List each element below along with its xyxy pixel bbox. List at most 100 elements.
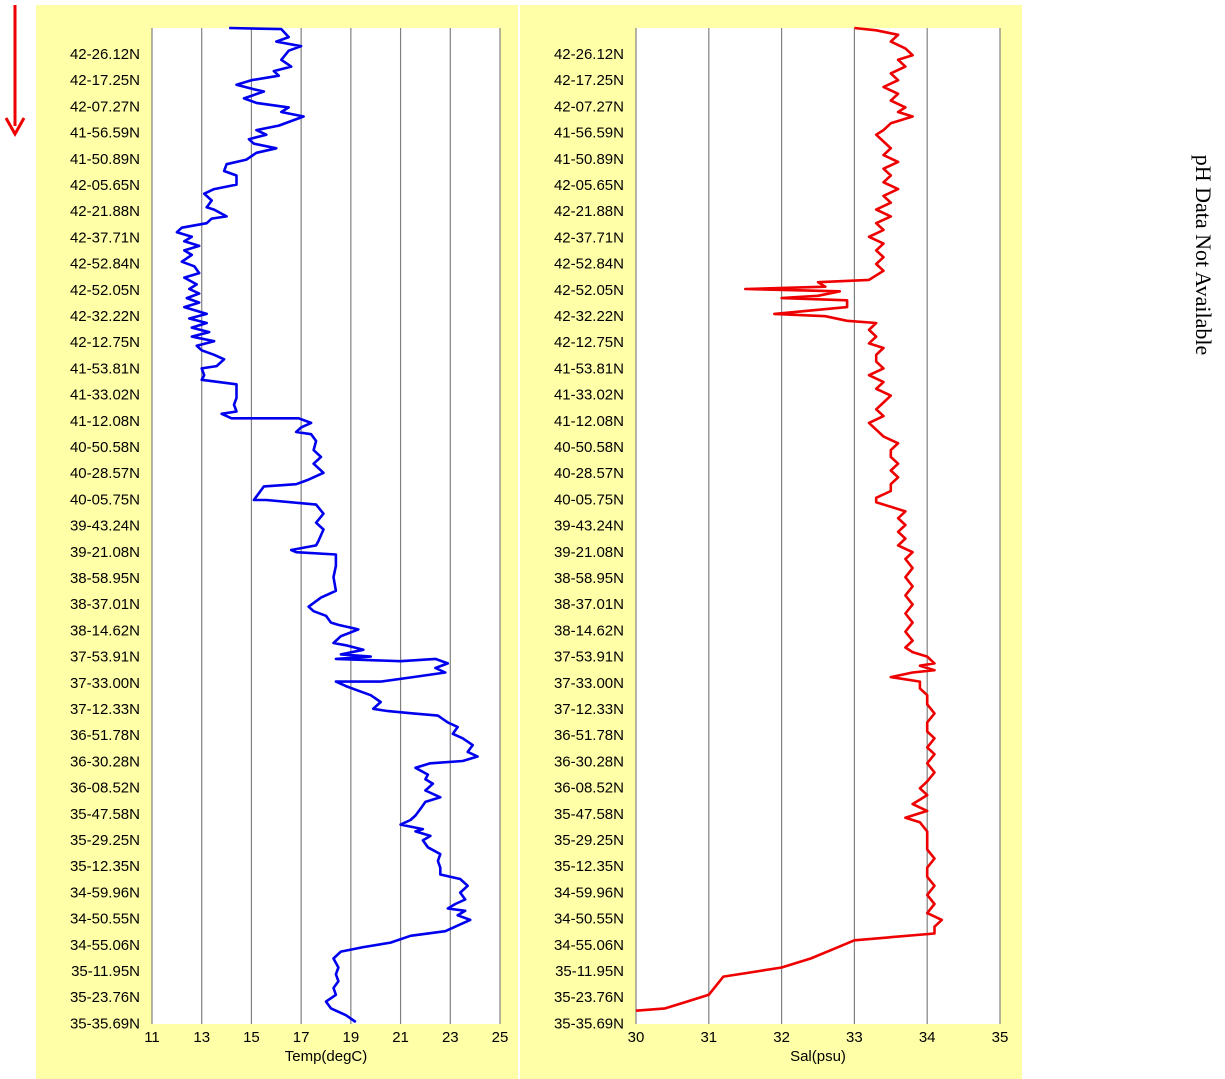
temp-y-tick-label: 41-53.81N bbox=[70, 360, 140, 377]
sal-y-tick-label: 35-35.69N bbox=[554, 1015, 624, 1032]
sal-y-tick-label: 37-33.00N bbox=[554, 675, 624, 692]
sal-y-tick-label: 41-33.02N bbox=[554, 387, 624, 404]
sal-y-tick-label: 37-12.33N bbox=[554, 701, 624, 718]
sal-x-tick-label: 34 bbox=[919, 1029, 936, 1046]
temp-y-tick-label: 42-05.65N bbox=[70, 177, 140, 194]
sal-y-tick-label: 42-32.22N bbox=[554, 308, 624, 325]
sal-y-tick-label: 39-43.24N bbox=[554, 518, 624, 535]
temp-y-tick-label: 38-37.01N bbox=[70, 596, 140, 613]
sal-y-tick-label: 42-21.88N bbox=[554, 203, 624, 220]
temp-y-tick-label: 37-33.00N bbox=[70, 675, 140, 692]
down-arrow-icon bbox=[4, 5, 26, 138]
temp-x-tick-label: 11 bbox=[144, 1029, 160, 1046]
temp-x-tick-label: 17 bbox=[293, 1029, 310, 1046]
temp-y-tick-label: 36-08.52N bbox=[70, 780, 140, 797]
sal-y-tick-label: 37-53.91N bbox=[554, 649, 624, 666]
temp-x-tick-label: 19 bbox=[343, 1029, 360, 1046]
sal-y-tick-label: 35-23.76N bbox=[554, 989, 624, 1006]
sal-y-tick-label: 40-28.57N bbox=[554, 465, 624, 482]
temp-y-tick-label: 41-50.89N bbox=[70, 151, 140, 168]
temp-series-line bbox=[175, 26, 479, 1024]
temp-y-tick-label: 35-47.58N bbox=[70, 806, 140, 823]
temp-x-tick-label: 25 bbox=[492, 1029, 509, 1046]
sal-y-tick-label: 34-50.55N bbox=[554, 911, 624, 928]
temp-y-tick-label: 35-23.76N bbox=[70, 989, 140, 1006]
sal-x-tick-label: 35 bbox=[992, 1029, 1009, 1046]
temp-y-tick-label: 42-52.05N bbox=[70, 282, 140, 299]
sal-y-tick-label: 38-14.62N bbox=[554, 622, 624, 639]
sal-y-tick-label: 42-26.12N bbox=[554, 46, 624, 63]
sal-y-tick-label: 42-12.75N bbox=[554, 334, 624, 351]
temp-y-tick-label: 42-07.27N bbox=[70, 98, 140, 115]
sal-y-tick-label: 42-17.25N bbox=[554, 72, 624, 89]
temp-y-tick-label: 38-58.95N bbox=[70, 570, 140, 587]
temp-x-tick-label: 15 bbox=[243, 1029, 260, 1046]
temp-y-tick-label: 36-51.78N bbox=[70, 727, 140, 744]
temp-y-tick-label: 34-50.55N bbox=[70, 911, 140, 928]
temp-y-tick-label: 42-21.88N bbox=[70, 203, 140, 220]
temp-y-tick-label: 41-12.08N bbox=[70, 413, 140, 430]
sal-y-tick-label: 41-56.59N bbox=[554, 125, 624, 142]
sal-y-tick-label: 40-50.58N bbox=[554, 439, 624, 456]
temp-y-tick-label: 42-17.25N bbox=[70, 72, 140, 89]
sal-y-tick-label: 34-55.06N bbox=[554, 937, 624, 954]
temp-x-tick-label: 23 bbox=[442, 1029, 459, 1046]
temp-y-tick-label: 40-05.75N bbox=[70, 491, 140, 508]
sal-y-tick-label: 42-37.71N bbox=[554, 229, 624, 246]
temp-y-tick-label: 35-35.69N bbox=[70, 1015, 140, 1032]
temp-y-tick-label: 34-59.96N bbox=[70, 884, 140, 901]
temp-y-tick-label: 37-53.91N bbox=[70, 649, 140, 666]
sal-x-tick-label: 30 bbox=[628, 1029, 645, 1046]
temperature-panel: 11 13 15 17 19 21 23 25 Temp(degC) 42-26.12N 42-17… bbox=[36, 5, 518, 1079]
temp-y-tick-label: 34-55.06N bbox=[70, 937, 140, 954]
sal-y-tick-label: 42-05.65N bbox=[554, 177, 624, 194]
sal-y-tick-label: 35-11.95N bbox=[555, 963, 624, 980]
sal-y-tick-label: 40-05.75N bbox=[554, 491, 624, 508]
sal-y-tick-label: 41-50.89N bbox=[554, 151, 624, 168]
temp-x-tick-label: 21 bbox=[392, 1029, 409, 1046]
temp-y-tick-label: 40-50.58N bbox=[70, 439, 140, 456]
temp-y-tick-label: 38-14.62N bbox=[70, 622, 140, 639]
temp-y-tick-label: 37-12.33N bbox=[70, 701, 140, 718]
sal-y-tick-label: 35-47.58N bbox=[554, 806, 624, 823]
temp-y-tick-label: 41-56.59N bbox=[70, 125, 140, 142]
sal-y-tick-label: 42-52.05N bbox=[554, 282, 624, 299]
sal-y-tick-label: 39-21.08N bbox=[554, 544, 624, 561]
temp-y-tick-label: 42-37.71N bbox=[70, 229, 140, 246]
ph-not-available-note: pH Data Not Available bbox=[1191, 155, 1216, 356]
sal-y-tick-label: 42-52.84N bbox=[554, 256, 624, 273]
sal-x-tick-label: 31 bbox=[700, 1029, 717, 1046]
sal-y-tick-label: 36-51.78N bbox=[554, 727, 624, 744]
temp-x-tick-label: 13 bbox=[193, 1029, 210, 1046]
sal-y-tick-label: 35-29.25N bbox=[554, 832, 624, 849]
sal-y-tick-label: 38-58.95N bbox=[554, 570, 624, 587]
temp-y-tick-label: 42-32.22N bbox=[70, 308, 140, 325]
temp-plot-area bbox=[152, 28, 500, 1024]
sal-y-tick-label: 34-59.96N bbox=[554, 884, 624, 901]
salinity-panel: 30 31 32 33 34 35 Sal(psu) 42-26.12N 42-17.25N 42… bbox=[520, 5, 1022, 1079]
sal-y-tick-label: 42-07.27N bbox=[554, 98, 624, 115]
temp-y-tick-label: 42-12.75N bbox=[70, 334, 140, 351]
sal-x-tick-label: 33 bbox=[846, 1029, 863, 1046]
temp-y-tick-label: 41-33.02N bbox=[70, 387, 140, 404]
sal-y-tick-label: 41-53.81N bbox=[554, 360, 624, 377]
sal-y-tick-label: 36-08.52N bbox=[554, 780, 624, 797]
sal-series-line bbox=[635, 26, 944, 1012]
sal-y-tick-label: 36-30.28N bbox=[554, 753, 624, 770]
temp-x-axis-title: Temp(degC) bbox=[285, 1048, 368, 1065]
temp-y-tick-label: 42-52.84N bbox=[70, 256, 140, 273]
sal-plot-area bbox=[636, 28, 1000, 1024]
temp-y-tick-label: 35-11.95N bbox=[71, 963, 140, 980]
sal-y-tick-label: 35-12.35N bbox=[554, 858, 624, 875]
sal-x-tick-label: 32 bbox=[773, 1029, 790, 1046]
sal-x-axis-title: Sal(psu) bbox=[790, 1048, 846, 1065]
temp-y-tick-label: 40-28.57N bbox=[70, 465, 140, 482]
temp-y-tick-label: 39-43.24N bbox=[70, 518, 140, 535]
temp-y-tick-label: 35-12.35N bbox=[70, 858, 140, 875]
temp-y-tick-label: 35-29.25N bbox=[70, 832, 140, 849]
temp-y-tick-label: 36-30.28N bbox=[70, 753, 140, 770]
sal-y-tick-label: 41-12.08N bbox=[554, 413, 624, 430]
sal-y-tick-label: 38-37.01N bbox=[554, 596, 624, 613]
temp-y-tick-label: 39-21.08N bbox=[70, 544, 140, 561]
